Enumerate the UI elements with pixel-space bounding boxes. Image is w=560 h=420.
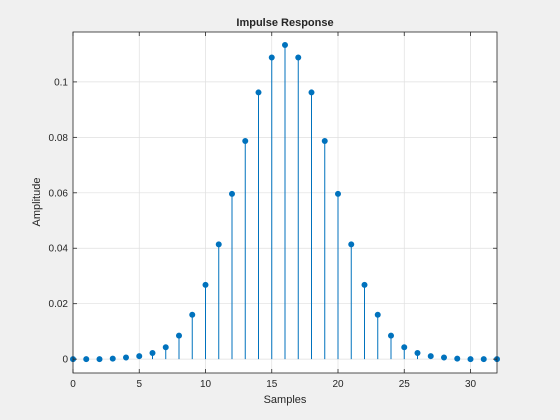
stem-marker xyxy=(149,350,156,357)
stem-marker xyxy=(175,332,182,339)
stem-marker xyxy=(242,137,249,144)
stem-marker xyxy=(83,356,90,363)
stem-marker xyxy=(162,344,169,351)
y-axis-title: Amplitude xyxy=(31,178,43,227)
stem-marker xyxy=(427,353,434,360)
stem-marker xyxy=(334,190,341,197)
x-tick-label: 20 xyxy=(332,379,344,390)
stem-marker xyxy=(467,356,474,363)
stem-marker xyxy=(215,241,222,248)
stem-marker xyxy=(414,350,421,357)
y-tick-label: 0.1 xyxy=(54,77,68,88)
y-tick-label: 0.06 xyxy=(49,188,69,199)
stem-marker xyxy=(96,356,103,363)
y-tick-label: 0.02 xyxy=(49,299,69,310)
axis-ticks: 0 5 10 15 20 25 30 0 0.02 0.04 0.06 0.08 0.1 xyxy=(49,32,497,390)
x-tick-label: 15 xyxy=(266,379,278,390)
x-tick-label: 10 xyxy=(200,379,212,390)
x-axis-title: Samples xyxy=(264,394,307,406)
stem-marker xyxy=(361,281,368,288)
axes-box xyxy=(72,31,498,374)
y-tick-label: 0 xyxy=(62,355,68,366)
y-tick-label: 0.08 xyxy=(49,133,69,144)
stem-series xyxy=(70,42,500,363)
stem-marker xyxy=(281,42,288,49)
x-tick-label: 0 xyxy=(70,379,76,390)
stem-marker xyxy=(308,89,315,96)
stem-marker xyxy=(454,355,461,362)
stem-marker xyxy=(189,311,196,318)
stem-marker xyxy=(348,241,355,248)
stem-marker xyxy=(374,311,381,318)
stem-marker xyxy=(401,344,408,351)
stem-marker xyxy=(480,356,487,363)
stem-marker xyxy=(109,355,116,362)
stem-marker xyxy=(136,353,143,360)
x-tick-label: 30 xyxy=(465,379,477,390)
stem-marker xyxy=(387,332,394,339)
stem-marker xyxy=(321,137,328,144)
stem-marker xyxy=(440,354,447,361)
stem-marker xyxy=(228,190,235,197)
stem-marker xyxy=(295,54,302,61)
chart-title: Impulse Response xyxy=(236,17,333,29)
x-tick-label: 5 xyxy=(136,379,142,390)
stem-marker xyxy=(123,354,130,361)
stem-marker xyxy=(255,89,262,96)
y-tick-label: 0.04 xyxy=(49,244,69,255)
stem-marker xyxy=(268,54,275,61)
x-tick-label: 25 xyxy=(399,379,411,390)
stem-marker xyxy=(202,281,209,288)
